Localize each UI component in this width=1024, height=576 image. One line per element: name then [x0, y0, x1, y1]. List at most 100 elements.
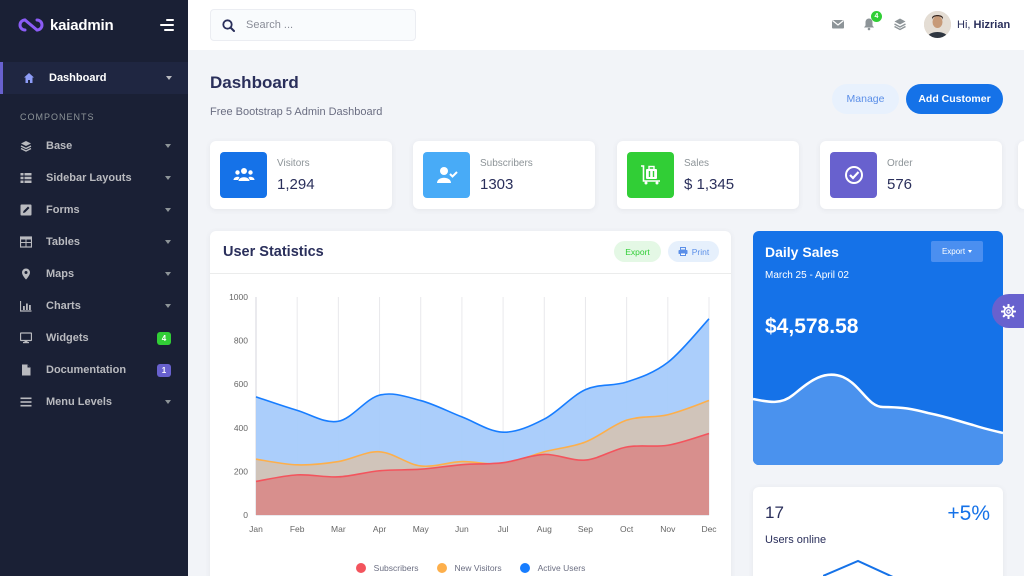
y-tick-label: 200 — [234, 466, 248, 476]
x-tick-label: May — [413, 524, 430, 534]
user-statistics-chart: 0 200 400 600 800 1000 Jan Feb Mar Apr May Jun Jul Au… — [229, 292, 717, 534]
add-customer-button[interactable]: Add Customer — [906, 84, 1003, 114]
sidebar-item-label: Charts — [46, 300, 81, 312]
sidebar-item-widgets[interactable]: Widgets 4 — [0, 322, 188, 354]
stat-card-order: Order 576 — [820, 141, 1002, 209]
search-icon[interactable] — [222, 18, 235, 32]
daily-sales-title: Daily Sales — [765, 244, 839, 260]
sidebar-item-label: Widgets — [46, 332, 89, 344]
bars-icon — [20, 396, 32, 408]
stat-card-subscribers: Subscribers 1303 — [413, 141, 595, 209]
x-tick-label: Oct — [620, 524, 634, 534]
y-tick-label: 600 — [234, 379, 248, 389]
print-label: Print — [691, 246, 710, 257]
users-icon — [220, 152, 267, 198]
chevron-down-icon — [166, 76, 172, 80]
y-tick-label: 800 — [234, 336, 248, 346]
users-online-change: +5% — [947, 502, 990, 525]
stat-label: Subscribers — [480, 158, 533, 169]
sidebar-item-documentation[interactable]: Documentation 1 — [0, 354, 188, 386]
sidebar-section-title: COMPONENTS — [20, 112, 95, 122]
sidebar-item-menu-levels[interactable]: Menu Levels — [0, 386, 188, 418]
series-area-subscribers — [256, 433, 709, 515]
x-tick-label: Jun — [455, 524, 469, 534]
sidebar-item-sidebar-layouts[interactable]: Sidebar Layouts — [0, 162, 188, 194]
daily-sales-card: Daily Sales March 25 - April 02 Export $… — [753, 231, 1003, 465]
user-avatar[interactable] — [924, 11, 951, 38]
user-name: Hizrian — [973, 19, 1011, 31]
sidebar-item-charts[interactable]: Charts — [0, 290, 188, 322]
stat-card-overflow — [1018, 141, 1024, 209]
stat-card-sales: Sales $ 1,345 — [617, 141, 799, 209]
greeting-text: Hi, — [957, 19, 971, 31]
daily-sales-export-button[interactable]: Export — [931, 241, 983, 262]
series-line-subscribers — [255, 432, 710, 483]
stat-value: 1303 — [480, 176, 514, 193]
search-input[interactable] — [246, 19, 396, 31]
card-divider — [210, 273, 731, 274]
page-subtitle: Free Bootstrap 5 Admin Dashboard — [210, 106, 383, 118]
sidebar-item-label: Forms — [46, 204, 80, 216]
stat-label: Visitors — [277, 158, 310, 169]
envelope-icon[interactable] — [831, 17, 845, 31]
sidebar-item-tables[interactable]: Tables — [0, 226, 188, 258]
th-list-icon — [20, 172, 32, 184]
chevron-down-icon — [165, 304, 171, 308]
user-check-icon — [423, 152, 470, 198]
sidebar-item-label: Documentation — [46, 364, 127, 376]
legend-item[interactable]: Active Users — [519, 563, 585, 573]
page-title: Dashboard — [210, 73, 299, 92]
widgets-count-badge: 4 — [157, 331, 171, 345]
sidebar-item-forms[interactable]: Forms — [0, 194, 188, 226]
x-tick-label: Jan — [249, 524, 263, 534]
stat-value: $ 1,345 — [684, 176, 735, 193]
file-icon — [20, 364, 32, 376]
brand-logo-icon[interactable] — [18, 18, 44, 32]
users-online-sparkline — [823, 559, 894, 576]
users-online-card: 17 +5% Users online — [753, 487, 1003, 576]
series-line-active-users — [255, 318, 710, 433]
logo-row: kaiadmin — [0, 0, 188, 50]
sidebar-item-label: Base — [46, 140, 73, 152]
chevron-down-icon — [165, 144, 171, 148]
export-button[interactable]: Export — [614, 241, 661, 262]
sidebar-item-label: Maps — [46, 268, 75, 280]
bell-icon[interactable] — [862, 17, 876, 31]
stat-value: 1,294 — [277, 176, 315, 193]
user-greeting[interactable]: Hi, Hizrian — [957, 19, 1010, 31]
bar-chart-icon — [20, 300, 32, 312]
layers-icon — [20, 140, 32, 152]
user-statistics-card: User Statistics Export Print 0 200 400 600 8… — [210, 231, 731, 576]
chevron-down-icon — [165, 400, 171, 404]
sidebar-item-base[interactable]: Base — [0, 130, 188, 162]
home-icon — [23, 72, 35, 84]
legend-item[interactable]: Subscribers — [355, 563, 419, 573]
table-icon — [20, 236, 32, 248]
brand-name[interactable]: kaiadmin — [50, 16, 114, 34]
x-tick-label: Dec — [701, 524, 717, 534]
chevron-down-icon — [165, 208, 171, 212]
luggage-cart-icon — [627, 152, 674, 198]
legend-item[interactable]: New Visitors — [436, 563, 502, 573]
desktop-icon — [20, 332, 32, 344]
sidebar-toggle-icon[interactable] — [160, 19, 174, 31]
chevron-down-icon — [165, 176, 171, 180]
daily-sales-amount: $4,578.58 — [765, 315, 859, 338]
search-box — [210, 9, 416, 41]
users-online-count: 17 — [765, 503, 784, 522]
y-tick-label: 0 — [243, 510, 248, 520]
stat-value: 576 — [887, 176, 913, 193]
print-icon — [678, 247, 688, 256]
settings-toggle-button[interactable] — [992, 294, 1024, 328]
sidebar-item-dashboard[interactable]: Dashboard — [0, 62, 188, 94]
sidebar-item-label: Menu Levels — [46, 396, 113, 408]
pen-square-icon — [20, 204, 32, 216]
legend-label: New Visitors — [454, 563, 502, 573]
print-button[interactable]: Print — [668, 241, 719, 262]
layers-icon[interactable] — [893, 17, 907, 31]
manage-button[interactable]: Manage — [832, 84, 899, 114]
x-tick-label: Mar — [331, 524, 346, 534]
x-tick-label: Jul — [498, 524, 509, 534]
y-tick-label: 400 — [234, 423, 248, 433]
sidebar-item-maps[interactable]: Maps — [0, 258, 188, 290]
